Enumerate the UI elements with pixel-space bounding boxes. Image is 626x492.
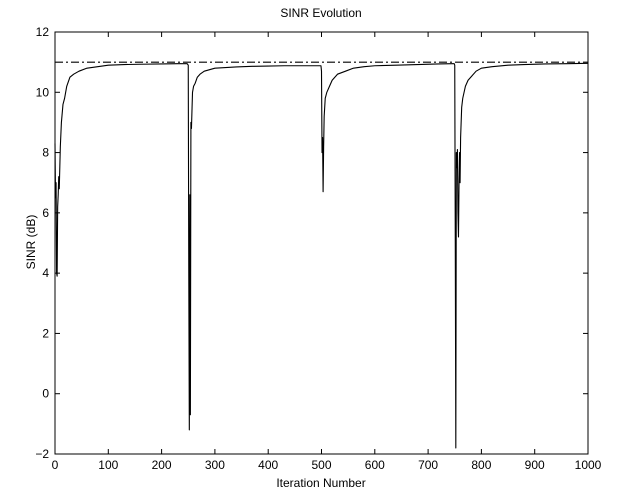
x-tick-label: 800 bbox=[471, 458, 491, 472]
x-tick-label: 1000 bbox=[575, 458, 602, 472]
y-tick-label: 6 bbox=[42, 206, 49, 220]
x-tick-label: 900 bbox=[525, 458, 545, 472]
y-tick-label: 8 bbox=[42, 146, 49, 160]
y-tick-label: 2 bbox=[42, 326, 49, 340]
x-tick-label: 0 bbox=[52, 458, 59, 472]
x-tick-label: 100 bbox=[98, 458, 118, 472]
plot-area: 0 100 200 300 400 500 600 700 800 900 1000−2024681… bbox=[35, 25, 601, 472]
x-axis-title: Iteration Number bbox=[276, 476, 365, 490]
y-tick-label: 0 bbox=[42, 387, 49, 401]
x-tick-label: 400 bbox=[258, 458, 278, 472]
y-tick-label: −2 bbox=[35, 447, 49, 461]
x-tick-label: 500 bbox=[311, 458, 331, 472]
y-tick-label: 4 bbox=[42, 266, 49, 280]
sinr-line bbox=[54, 62, 589, 449]
x-tick-label: 300 bbox=[205, 458, 225, 472]
x-tick-label: 700 bbox=[418, 458, 438, 472]
x-tick-label: 600 bbox=[365, 458, 385, 472]
y-axis-title: SINR (dB) bbox=[24, 215, 38, 270]
y-tick-label: 10 bbox=[36, 85, 50, 99]
x-tick-label: 200 bbox=[152, 458, 172, 472]
chart-title: SINR Evolution bbox=[280, 6, 361, 20]
y-tick-label: 12 bbox=[36, 25, 50, 39]
